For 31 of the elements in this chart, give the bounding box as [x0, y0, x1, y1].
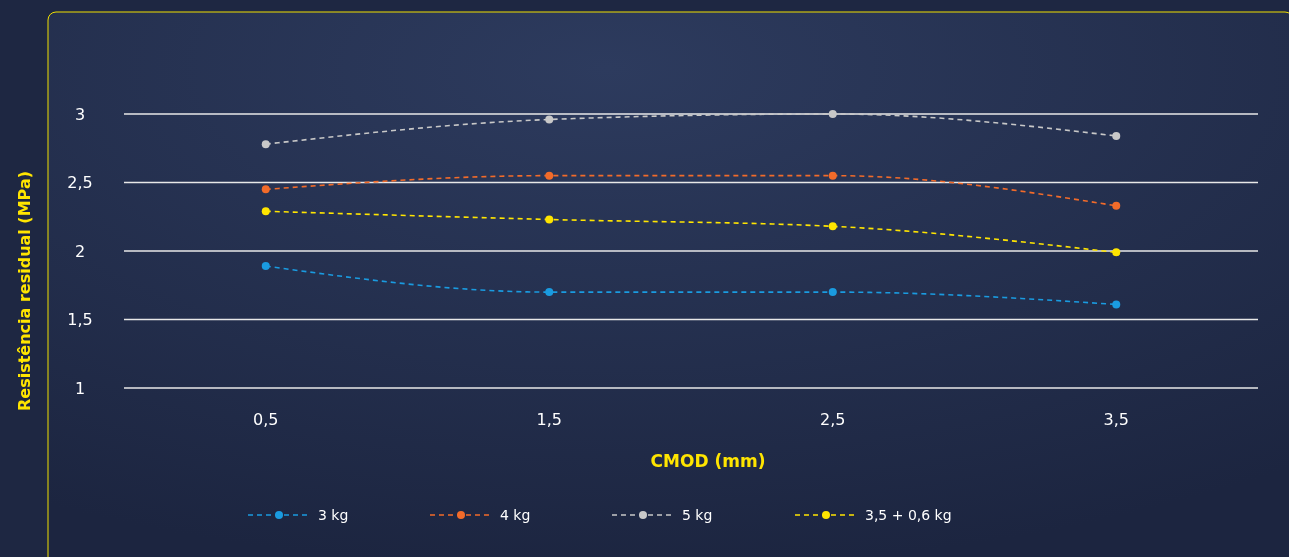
point — [545, 215, 554, 224]
point — [261, 185, 270, 194]
y-tick-label: 1,5 — [67, 310, 93, 330]
y-tick-label: 3 — [74, 104, 86, 124]
y-tick-label: 2 — [74, 241, 86, 261]
point — [545, 171, 554, 180]
point — [261, 140, 270, 149]
y-tick-label: 2,5 — [67, 173, 93, 193]
point — [1112, 248, 1121, 257]
legend-label: 3,5 + 0,6 kg — [865, 506, 952, 523]
point — [828, 171, 837, 180]
point — [1112, 131, 1121, 140]
point — [828, 222, 837, 231]
point — [261, 207, 270, 216]
x-tick-label: 1,5 — [536, 410, 562, 429]
legend-label: 4 kg — [500, 506, 531, 523]
point — [1112, 201, 1121, 210]
legend-label: 5 kg — [682, 506, 713, 523]
y-axis-title: Resistência residual (MPa) — [15, 170, 34, 412]
point — [545, 288, 554, 297]
point — [828, 110, 837, 118]
x-tick-label: 3,5 — [1103, 410, 1129, 429]
point — [545, 115, 554, 124]
point — [261, 262, 270, 271]
point — [1112, 300, 1121, 309]
x-tick-label: 0,5 — [253, 410, 279, 429]
point — [828, 288, 837, 297]
x-axis-title: CMOD (mm) — [650, 451, 766, 471]
legend-label: 3 kg — [318, 506, 349, 523]
x-tick-label: 2,5 — [820, 410, 846, 429]
y-tick-label: 1 — [74, 378, 86, 398]
